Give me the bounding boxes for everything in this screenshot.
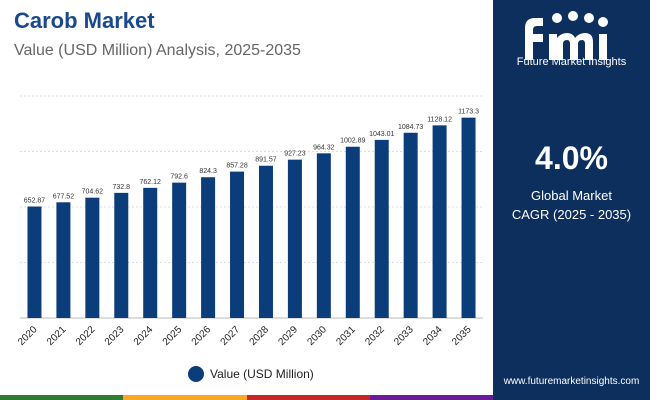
cagr-label-line2: CAGR (2025 - 2035) [511, 207, 632, 222]
data-label-2023: 732.8 [113, 184, 131, 191]
sidebar-panel: Future Market Insights 4.0% Global Marke… [493, 0, 650, 400]
x-tick-label-2020: 2020 [16, 324, 40, 348]
x-tick-label-2033: 2033 [392, 324, 416, 348]
x-tick-label-2031: 2031 [334, 324, 358, 348]
data-label-2034: 1128.12 [427, 116, 452, 123]
x-tick-label-2030: 2030 [305, 324, 329, 348]
legend-label: Value (USD Million) [210, 367, 314, 381]
data-label-2027: 857.28 [226, 163, 248, 170]
data-label-2020: 652.87 [24, 198, 46, 205]
bar-2031 [345, 146, 360, 318]
data-label-2022: 704.62 [82, 189, 104, 196]
chart-title: Carob Market [14, 8, 155, 33]
bar-2033 [403, 132, 418, 318]
x-tick-label-2035: 2035 [450, 324, 474, 348]
bar-2035 [461, 117, 476, 318]
data-label-2024: 762.12 [140, 179, 162, 186]
x-tick-label-2022: 2022 [74, 324, 98, 348]
data-label-2030: 964.32 [313, 144, 335, 151]
data-label-2026: 824.3 [199, 168, 217, 175]
chart-subtitle: Value (USD Million) Analysis, 2025-2035 [14, 42, 301, 59]
legend-swatch [188, 366, 204, 382]
x-tick-label-2021: 2021 [45, 324, 69, 348]
x-tick-label-2025: 2025 [161, 324, 185, 348]
bar-2020 [27, 206, 42, 318]
bar-2029 [287, 159, 302, 318]
bar-2023 [114, 192, 129, 318]
x-tick-label-2024: 2024 [132, 324, 156, 348]
bar-2027 [230, 171, 245, 318]
bar-2026 [201, 177, 216, 318]
x-tick-label-2029: 2029 [277, 324, 301, 348]
fmi-logo-icon [525, 11, 608, 60]
data-label-2035: 1173.3 [458, 109, 479, 116]
data-label-2031: 1002.89 [340, 138, 365, 145]
brand-name: Future Market Insights [516, 56, 627, 68]
strip-green [0, 395, 124, 400]
cagr-value: 4.0% [535, 140, 608, 176]
cagr-label: Global Market CAGR (2025 - 2035) [493, 186, 650, 224]
strip-purple [369, 395, 493, 400]
x-tick-label-2026: 2026 [190, 324, 214, 348]
x-tick-label-2027: 2027 [219, 324, 243, 348]
data-label-2032: 1043.01 [369, 131, 394, 138]
cagr-label-line1: Global Market [531, 188, 612, 203]
data-label-2021: 677.52 [53, 193, 75, 200]
data-label-2029: 927.23 [284, 151, 306, 158]
bar-2021 [56, 202, 71, 318]
bar-2025 [172, 182, 187, 318]
x-tick-label-2028: 2028 [248, 324, 272, 348]
data-label-2028: 891.57 [255, 157, 277, 164]
x-tick-label-2034: 2034 [421, 324, 445, 348]
data-label-2033: 1084.73 [398, 124, 423, 131]
bar-2030 [316, 153, 331, 318]
bottom-color-strip [0, 395, 493, 400]
chart-legend: Value (USD Million) [188, 366, 314, 382]
strip-red [246, 395, 370, 400]
strip-yellow [123, 395, 247, 400]
data-label-2025: 792.6 [170, 174, 188, 181]
bar-2024 [143, 187, 158, 318]
x-tick-label-2023: 2023 [103, 324, 127, 348]
bar-2028 [258, 165, 273, 318]
bar-2022 [85, 197, 100, 318]
bar-2032 [374, 139, 389, 318]
x-tick-label-2032: 2032 [363, 324, 387, 348]
bar-2034 [432, 125, 447, 319]
bar-chart: 652.87 2020 677.52 2021 704.62 2022 732.8 2023 7… [16, 95, 483, 348]
website-url: www.futuremarketinsights.com [503, 376, 640, 387]
